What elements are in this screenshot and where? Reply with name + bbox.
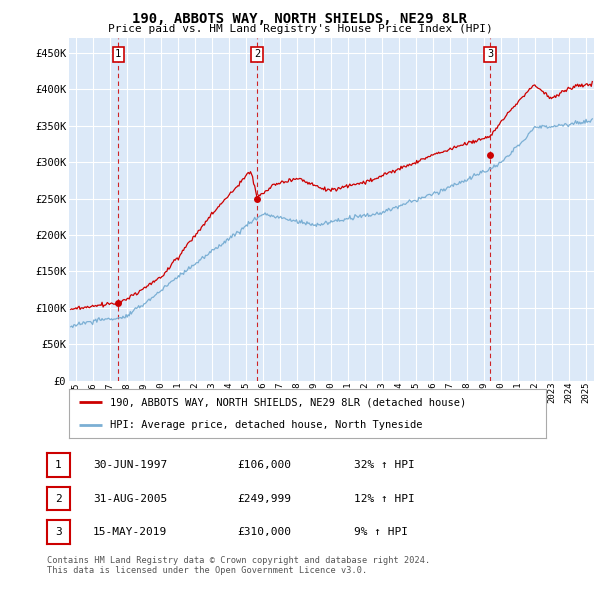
Text: 9% ↑ HPI: 9% ↑ HPI xyxy=(354,527,408,537)
Text: Contains HM Land Registry data © Crown copyright and database right 2024.
This d: Contains HM Land Registry data © Crown c… xyxy=(47,556,430,575)
Text: 2: 2 xyxy=(55,494,62,503)
Text: 15-MAY-2019: 15-MAY-2019 xyxy=(93,527,167,537)
Text: £106,000: £106,000 xyxy=(237,460,291,470)
Text: 3: 3 xyxy=(487,50,493,60)
Text: Price paid vs. HM Land Registry's House Price Index (HPI): Price paid vs. HM Land Registry's House … xyxy=(107,24,493,34)
Text: £310,000: £310,000 xyxy=(237,527,291,537)
Text: 190, ABBOTS WAY, NORTH SHIELDS, NE29 8LR: 190, ABBOTS WAY, NORTH SHIELDS, NE29 8LR xyxy=(133,12,467,26)
Text: 190, ABBOTS WAY, NORTH SHIELDS, NE29 8LR (detached house): 190, ABBOTS WAY, NORTH SHIELDS, NE29 8LR… xyxy=(110,398,466,408)
Text: 1: 1 xyxy=(115,50,121,60)
Text: 30-JUN-1997: 30-JUN-1997 xyxy=(93,460,167,470)
Text: 32% ↑ HPI: 32% ↑ HPI xyxy=(354,460,415,470)
Text: HPI: Average price, detached house, North Tyneside: HPI: Average price, detached house, Nort… xyxy=(110,419,422,430)
Text: 3: 3 xyxy=(55,527,62,537)
Text: 1: 1 xyxy=(55,460,62,470)
Text: 2: 2 xyxy=(254,50,260,60)
Text: £249,999: £249,999 xyxy=(237,494,291,503)
Text: 31-AUG-2005: 31-AUG-2005 xyxy=(93,494,167,503)
Text: 12% ↑ HPI: 12% ↑ HPI xyxy=(354,494,415,503)
